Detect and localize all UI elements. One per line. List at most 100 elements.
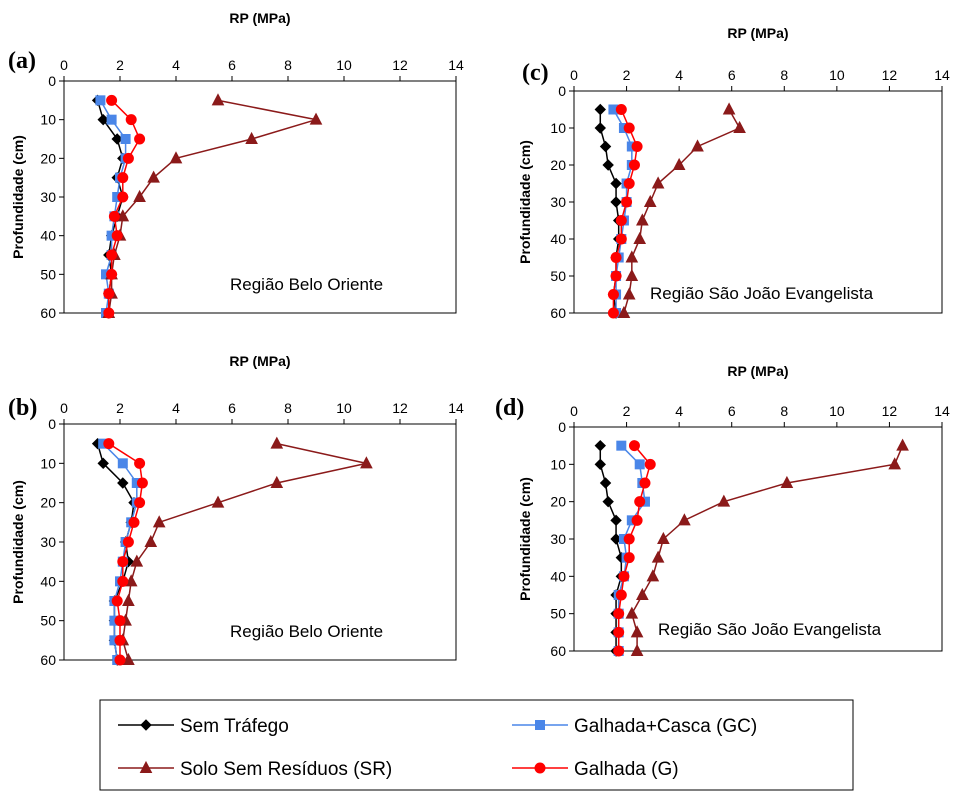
data-point-g <box>114 634 126 646</box>
x-tick-label: 14 <box>448 57 464 73</box>
data-point-g <box>111 230 123 242</box>
y-tick-label: 20 <box>550 494 566 510</box>
chart-panel-3: 0 2 4 6 8 10 12 14 0 10 20 30 40 50 60 RP (MPa) Profundi… <box>495 363 950 659</box>
y-tick-label: 40 <box>40 573 56 589</box>
data-point-g <box>134 133 146 145</box>
panel-label: (c) <box>522 60 549 86</box>
data-point-sr <box>144 534 158 547</box>
y-tick-label: 60 <box>550 643 566 659</box>
series-g <box>103 438 148 666</box>
data-point-sr <box>152 515 166 528</box>
data-point-g <box>623 122 635 134</box>
chart-panel-1: 0 2 4 6 8 10 12 14 0 10 20 30 40 50 60 RP (MPa) Profundi… <box>517 25 950 321</box>
data-point-sr <box>733 120 746 133</box>
data-point-g <box>613 608 625 620</box>
x-axis-title: RP (MPa) <box>229 10 290 26</box>
y-tick-label: 20 <box>550 157 566 173</box>
y-tick-label: 40 <box>550 231 566 247</box>
data-point-g <box>623 533 635 545</box>
legend-marker <box>535 720 545 730</box>
data-point-sr <box>672 157 686 170</box>
data-point-g <box>103 307 115 319</box>
data-point-g <box>103 288 115 300</box>
legend-box <box>99 699 854 791</box>
legend-item-sr: Solo Sem Resíduos (SR) <box>118 759 392 780</box>
y-tick-label: 20 <box>40 150 56 166</box>
data-point-st <box>610 514 622 527</box>
data-point-st <box>610 196 622 208</box>
x-tick-label: 2 <box>623 403 631 419</box>
y-tick-label: 30 <box>40 534 56 550</box>
series-line-gc <box>612 109 633 313</box>
y-tick-label: 10 <box>550 456 566 472</box>
legend-item-gc: Galhada+Casca (GC) <box>512 716 757 737</box>
data-point-sr <box>780 475 794 488</box>
x-tick-label: 12 <box>882 67 898 83</box>
data-point-g <box>114 654 126 666</box>
x-axis-title: RP (MPa) <box>229 353 290 369</box>
data-point-g <box>634 496 646 508</box>
data-point-g <box>106 249 118 261</box>
y-tick-label: 0 <box>48 73 56 89</box>
data-point-g <box>117 191 129 203</box>
data-point-g <box>607 307 619 319</box>
data-point-sr <box>245 131 258 144</box>
y-tick-label: 0 <box>48 416 56 432</box>
data-point-g <box>134 497 146 509</box>
data-point-sr <box>646 569 660 582</box>
data-point-sr <box>636 213 649 226</box>
series-gc <box>613 440 650 656</box>
series-st <box>91 437 140 666</box>
x-tick-label: 6 <box>728 67 736 83</box>
data-point-gc <box>616 440 627 451</box>
y-tick-label: 40 <box>40 228 56 244</box>
series-line-g <box>108 99 141 313</box>
data-point-g <box>615 104 627 115</box>
data-point-sr <box>678 513 691 526</box>
data-point-g <box>607 289 619 300</box>
data-point-g <box>108 210 120 222</box>
data-point-g <box>610 252 622 263</box>
data-point-g <box>134 457 146 469</box>
panel-label: (d) <box>495 395 524 421</box>
x-tick-label: 10 <box>336 400 352 416</box>
y-tick-label: 50 <box>550 606 566 622</box>
data-point-g <box>117 172 129 184</box>
data-point-g <box>631 514 643 526</box>
data-point-gc <box>120 134 131 144</box>
x-tick-label: 0 <box>570 403 578 419</box>
x-axis-title: RP (MPa) <box>727 25 788 41</box>
series-gc <box>95 95 131 318</box>
x-tick-label: 0 <box>570 67 578 83</box>
x-tick-label: 4 <box>172 57 180 73</box>
data-point-g <box>117 556 129 568</box>
x-tick-label: 6 <box>228 400 236 416</box>
data-point-sr <box>717 494 731 507</box>
series-line-gc <box>617 445 646 651</box>
data-point-g <box>117 575 129 587</box>
series-g <box>613 440 656 657</box>
y-tick-label: 30 <box>550 531 566 547</box>
data-point-g <box>628 159 640 171</box>
data-point-sr <box>722 102 736 115</box>
region-annotation: Região São João Evangelista <box>658 620 882 639</box>
x-tick-label: 0 <box>60 57 68 73</box>
data-point-g <box>128 516 140 528</box>
y-tick-label: 0 <box>558 419 566 435</box>
data-point-g <box>106 268 118 280</box>
y-tick-label: 10 <box>40 455 56 471</box>
data-point-st <box>602 159 614 171</box>
data-point-g <box>106 94 118 106</box>
data-point-g <box>103 438 115 450</box>
y-axis-title: Profundidade (cm) <box>10 480 26 604</box>
data-point-g <box>136 477 148 489</box>
data-point-sr <box>651 176 665 189</box>
data-point-sr <box>888 457 902 470</box>
legend-marker <box>139 760 153 773</box>
y-tick-label: 10 <box>550 120 566 136</box>
region-annotation: Região Belo Oriente <box>230 622 383 641</box>
y-tick-label: 10 <box>40 112 56 128</box>
x-tick-label: 10 <box>829 403 845 419</box>
x-tick-label: 8 <box>780 67 788 83</box>
